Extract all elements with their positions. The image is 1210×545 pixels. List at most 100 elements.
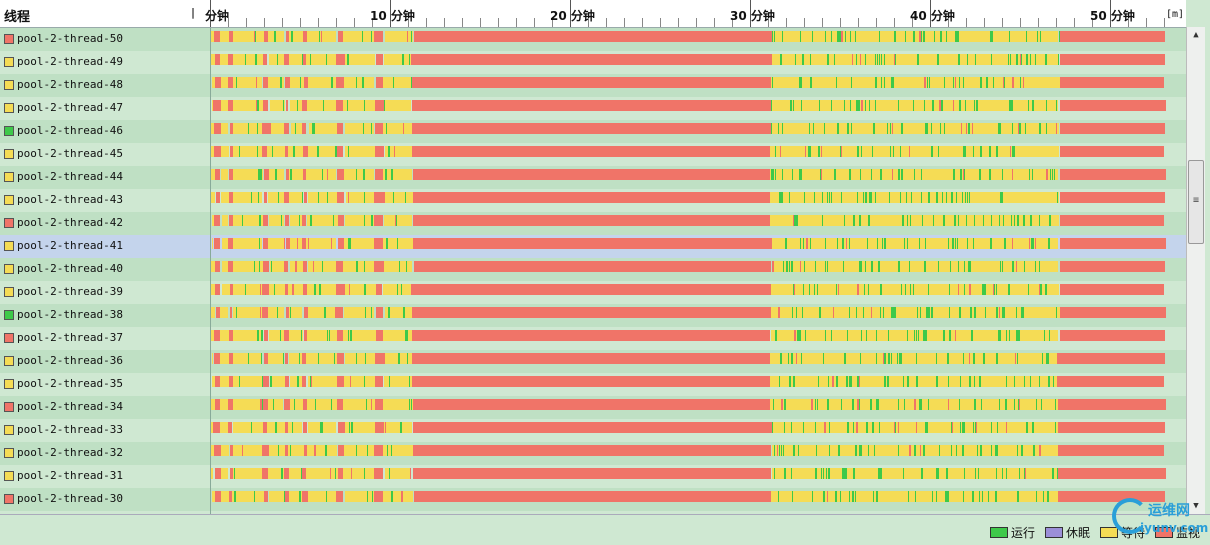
state-segment-waiting	[770, 146, 1060, 157]
scrollbar-thumb[interactable]: ≡	[1188, 160, 1204, 244]
state-segment-waiting	[307, 215, 338, 226]
state-tick-running	[846, 376, 849, 387]
state-segment-waiting	[232, 399, 263, 410]
thread-row[interactable]: pool-2-thread-41	[0, 235, 1186, 258]
thread-row[interactable]: pool-2-thread-40	[0, 258, 1186, 281]
vertical-scrollbar[interactable]: ▲ ≡ ▼	[1186, 27, 1205, 514]
thread-row[interactable]: pool-2-thread-49	[0, 51, 1186, 74]
thread-label[interactable]: pool-2-thread-35	[0, 373, 210, 396]
state-segment-waiting	[770, 123, 1059, 134]
state-tick-running	[942, 330, 945, 341]
thread-label[interactable]: pool-2-thread-37	[0, 327, 210, 350]
state-tick-running	[786, 261, 789, 272]
state-segment-monitor	[230, 123, 234, 134]
state-tick-running	[347, 146, 349, 157]
state-tick-running	[849, 491, 851, 502]
thread-row[interactable]: pool-2-thread-42	[0, 212, 1186, 235]
thread-label[interactable]: pool-2-thread-33	[0, 419, 210, 442]
thread-label[interactable]: pool-2-thread-45	[0, 143, 210, 166]
thread-row[interactable]: pool-2-thread-46	[0, 120, 1186, 143]
state-tick-running	[800, 353, 802, 364]
thread-row[interactable]: pool-2-thread-44	[0, 166, 1186, 189]
state-segment-waiting	[345, 123, 375, 134]
state-tick-running	[773, 445, 775, 456]
thread-label[interactable]: pool-2-thread-36	[0, 350, 210, 373]
scroll-up-icon[interactable]: ▲	[1193, 30, 1199, 40]
thread-row[interactable]: pool-2-thread-30	[0, 488, 1186, 511]
state-tick-running	[918, 330, 920, 341]
thread-column-title[interactable]: 线程	[4, 10, 31, 25]
state-tick-running	[836, 77, 838, 88]
state-tick-running	[812, 123, 814, 134]
state-tick-running	[836, 31, 839, 42]
thread-row[interactable]: pool-2-thread-34	[0, 396, 1186, 419]
state-tick-running	[1018, 123, 1021, 134]
state-tick-running	[781, 192, 784, 203]
state-tick-running	[919, 31, 922, 42]
state-tick-running	[1022, 215, 1025, 226]
state-tick-running	[254, 31, 256, 42]
state-tick-running	[821, 192, 823, 203]
scroll-down-icon[interactable]: ▼	[1193, 501, 1199, 511]
state-segment-monitor	[283, 261, 289, 272]
state-tick-running	[916, 376, 918, 387]
state-tick-running	[771, 31, 773, 42]
thread-row[interactable]: pool-2-thread-50	[0, 28, 1186, 51]
state-tick-running	[940, 100, 942, 111]
thread-row[interactable]: pool-2-thread-39	[0, 281, 1186, 304]
thread-row[interactable]: pool-2-thread-37	[0, 327, 1186, 350]
thread-row[interactable]: pool-2-thread-33	[0, 419, 1186, 442]
thread-label[interactable]: pool-2-thread-44	[0, 166, 210, 189]
state-tick-running	[281, 468, 284, 479]
state-segment-monitor	[285, 238, 291, 249]
thread-label[interactable]: pool-2-thread-39	[0, 281, 210, 304]
state-segment-waiting	[288, 31, 304, 42]
thread-label[interactable]: pool-2-thread-32	[0, 442, 210, 465]
state-segment-monitor	[411, 330, 771, 341]
state-tick-running	[772, 261, 775, 272]
thread-label[interactable]: pool-2-thread-48	[0, 74, 210, 97]
state-tick-running	[1006, 330, 1008, 341]
thread-label[interactable]: pool-2-thread-43	[0, 189, 210, 212]
thread-row[interactable]: pool-2-thread-48	[0, 74, 1186, 97]
thread-label[interactable]: pool-2-thread-49	[0, 51, 210, 74]
thread-label[interactable]: pool-2-thread-46	[0, 120, 210, 143]
state-segment-monitor	[338, 31, 345, 42]
state-tick-running	[392, 192, 394, 203]
thread-label[interactable]: pool-2-thread-34	[0, 396, 210, 419]
thread-row[interactable]: pool-2-thread-43	[0, 189, 1186, 212]
state-segment-waiting	[211, 307, 215, 318]
state-tick-running	[967, 238, 969, 249]
state-tick-running	[959, 169, 962, 180]
thread-row[interactable]: pool-2-thread-31	[0, 465, 1186, 488]
state-tick-running	[860, 445, 862, 456]
thread-row[interactable]: pool-2-thread-36	[0, 350, 1186, 373]
state-segment-monitor	[1060, 284, 1165, 295]
thread-row[interactable]: pool-2-thread-45	[0, 143, 1186, 166]
thread-row[interactable]: pool-2-thread-35	[0, 373, 1186, 396]
thread-row[interactable]: pool-2-thread-47	[0, 97, 1186, 120]
state-tick-running	[888, 192, 890, 203]
thread-label[interactable]: pool-2-thread-38	[0, 304, 210, 327]
state-tick-running	[848, 238, 850, 249]
state-tick-running	[1001, 169, 1003, 180]
thread-label[interactable]: pool-2-thread-31	[0, 465, 210, 488]
state-tick-running	[239, 376, 241, 387]
state-tick-running	[943, 123, 945, 134]
thread-label[interactable]: pool-2-thread-47	[0, 97, 210, 120]
state-tick-running	[926, 77, 928, 88]
thread-label[interactable]: pool-2-thread-42	[0, 212, 210, 235]
thread-label[interactable]: pool-2-thread-50	[0, 28, 210, 51]
thread-label[interactable]: pool-2-thread-30	[0, 488, 210, 511]
state-tick-running	[1013, 376, 1015, 387]
thread-label[interactable]: pool-2-thread-41	[0, 235, 210, 258]
state-segment-waiting	[770, 353, 1060, 364]
state-tick-running	[855, 491, 857, 502]
state-segment-monitor	[1060, 261, 1166, 272]
state-segment-monitor	[263, 376, 269, 387]
state-tick-running	[890, 146, 892, 157]
thread-row[interactable]: pool-2-thread-38	[0, 304, 1186, 327]
thread-label[interactable]: pool-2-thread-40	[0, 258, 210, 281]
state-tick-running	[914, 491, 916, 502]
thread-row[interactable]: pool-2-thread-32	[0, 442, 1186, 465]
